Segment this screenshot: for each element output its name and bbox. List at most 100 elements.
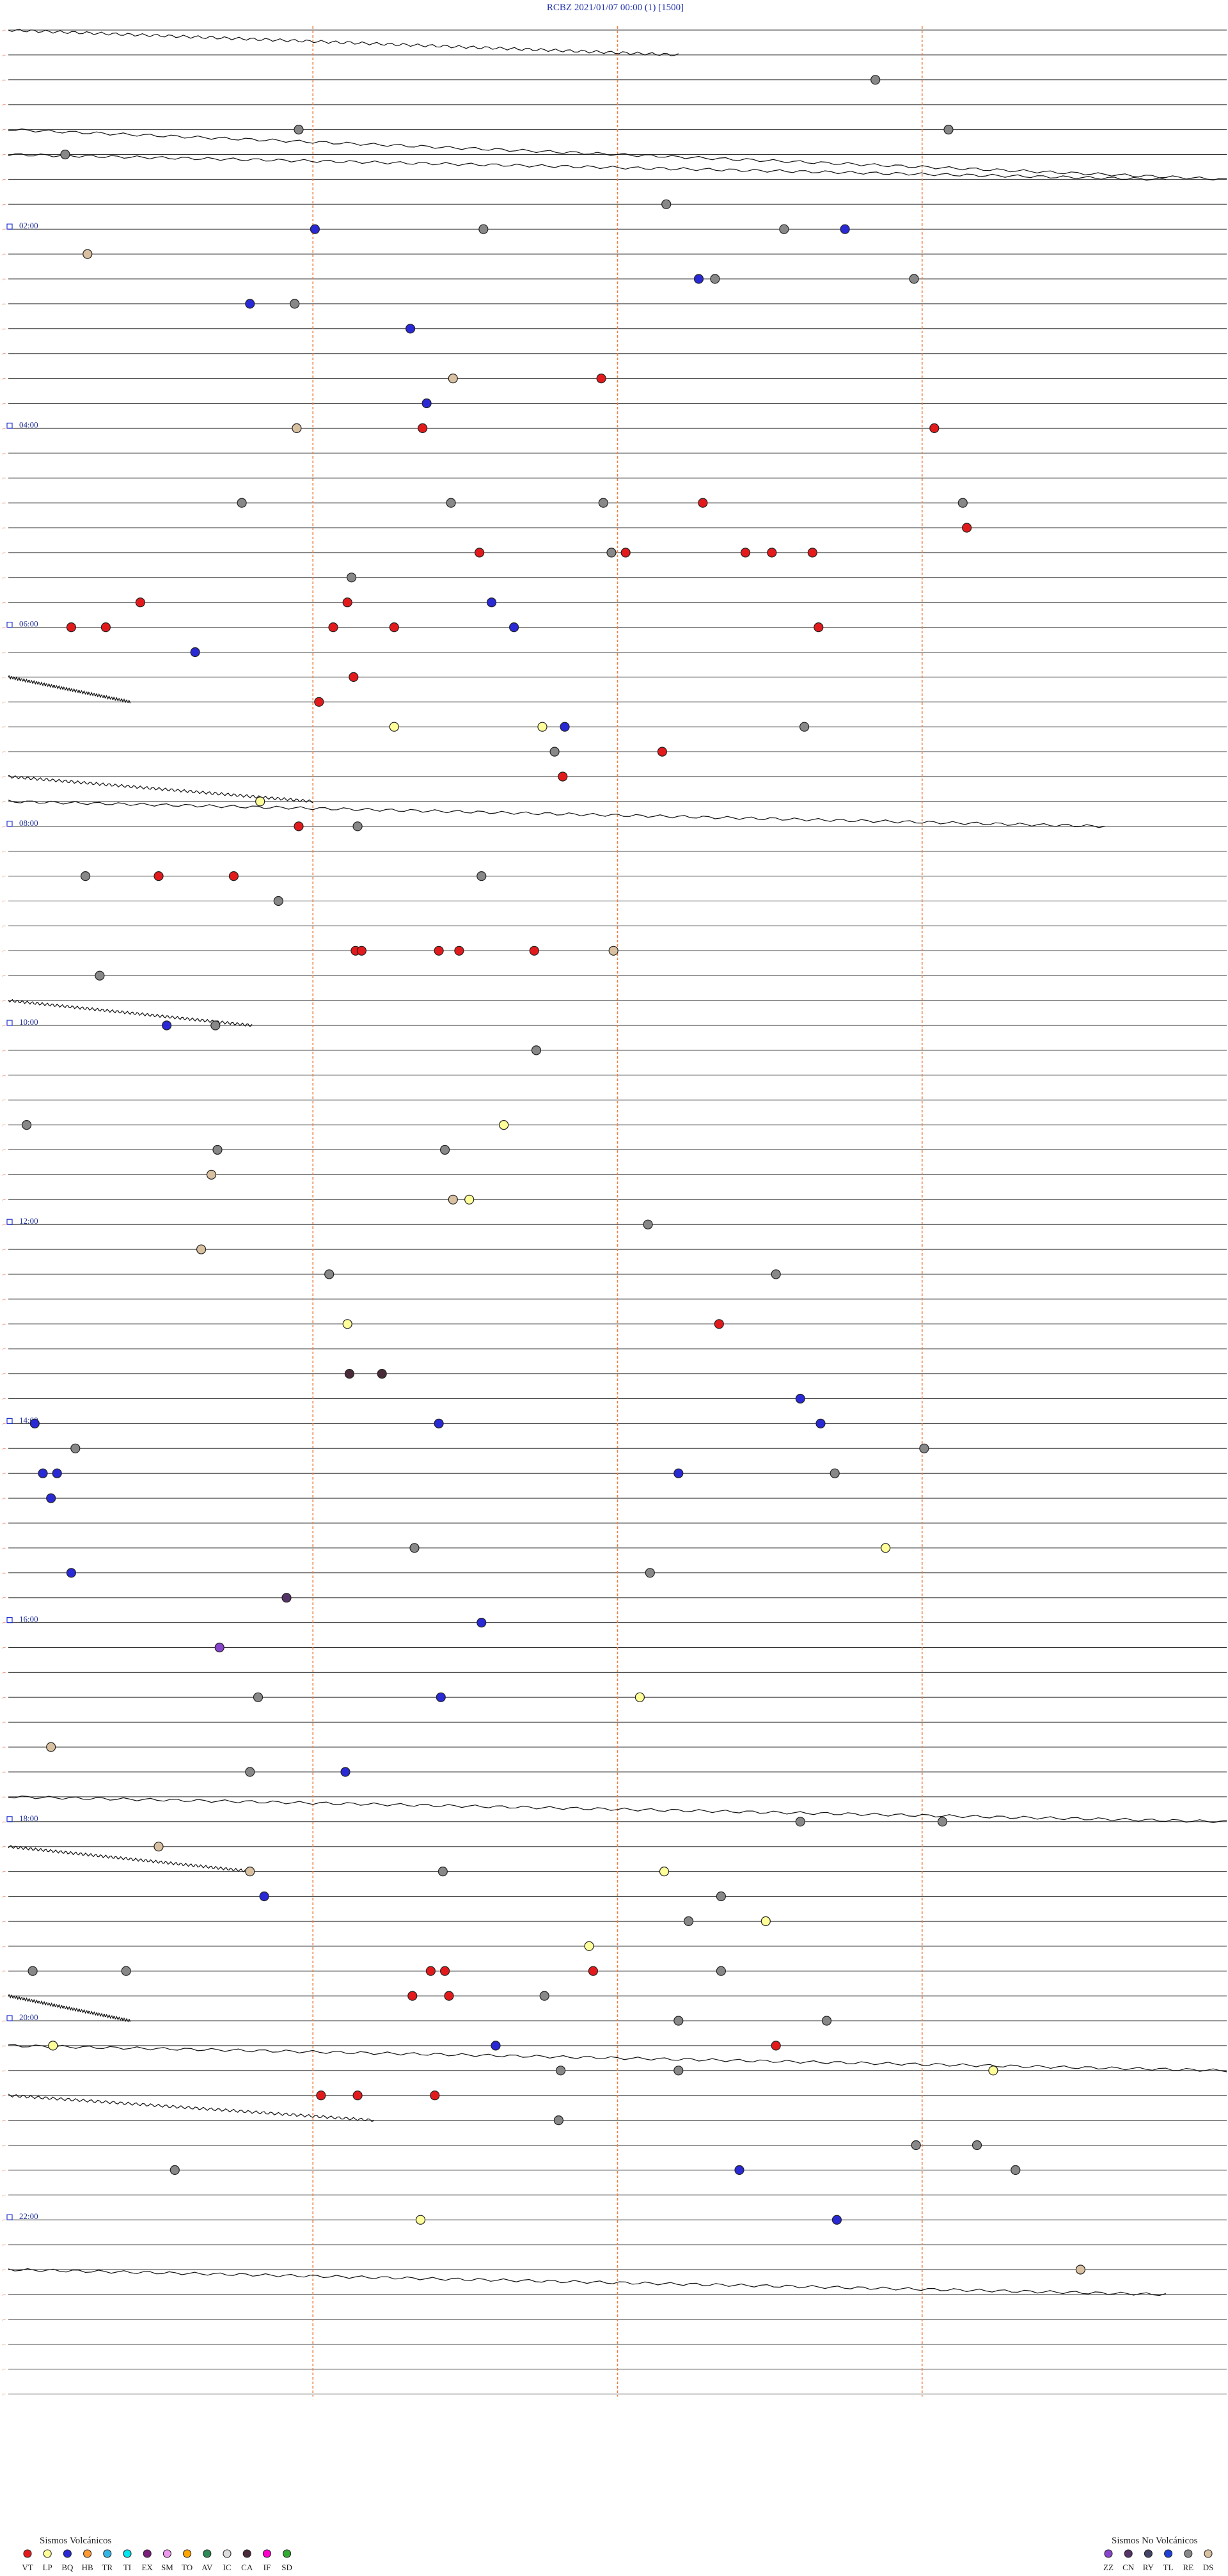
hour-label: 10:00	[19, 1017, 38, 1027]
row-tick: ⌐	[3, 1694, 6, 1700]
legend-swatch-if	[262, 2549, 271, 2558]
event-marker-re	[911, 2140, 921, 2151]
event-marker-vt	[349, 672, 359, 683]
row-tick: ⌐	[3, 226, 6, 232]
event-marker-vt	[294, 821, 304, 832]
row-tick: ⌐	[3, 201, 6, 207]
row-tick: ⌐	[3, 1221, 6, 1228]
legend-volcanic: Sismos Volcánicos VT LP BQ HB TR TI EX SM TO AV IC…	[22, 2536, 292, 2572]
row-tick: ⌐	[3, 375, 6, 382]
event-marker-re	[81, 871, 91, 881]
waveform-trace	[8, 775, 313, 803]
row-tick: ⌐	[3, 2391, 6, 2398]
hour-marker	[6, 223, 13, 230]
row-tick: ⌐	[3, 798, 6, 805]
event-marker-re	[909, 274, 919, 284]
hour-label: 12:00	[19, 1216, 38, 1226]
waveform-trace	[8, 800, 1105, 828]
event-marker-ds	[245, 1867, 255, 1877]
event-marker-vt	[814, 622, 824, 633]
event-marker-re	[957, 498, 968, 508]
row-tick: ⌐	[3, 276, 6, 282]
row-tick: ⌐	[3, 2043, 6, 2049]
event-marker-bq	[38, 1468, 48, 1478]
event-marker-lp	[634, 1692, 645, 1702]
legend-volcanic-title: Sismos Volcánicos	[40, 2536, 112, 2546]
event-marker-re	[212, 1144, 223, 1155]
event-marker-lp	[659, 1867, 670, 1877]
row-tick: ⌐	[3, 1147, 6, 1153]
event-marker-vt	[328, 622, 338, 633]
row-tick: ⌐	[3, 52, 6, 58]
legend-swatch-av	[203, 2549, 212, 2558]
event-marker-ds	[292, 423, 302, 434]
event-marker-re	[539, 1991, 549, 2001]
legend-label-cn: CN	[1122, 2563, 1135, 2572]
row-tick: ⌐	[3, 723, 6, 730]
hour-label: 02:00	[19, 221, 38, 230]
event-marker-bq	[29, 1418, 40, 1428]
event-marker-re	[439, 1144, 450, 1155]
event-marker-vt	[316, 2090, 326, 2101]
hour-marker	[6, 2015, 13, 2021]
row-tick: ⌐	[3, 1072, 6, 1079]
row-tick: ⌐	[3, 2341, 6, 2348]
event-marker-lp	[988, 2066, 998, 2076]
row-tick: ⌐	[3, 1396, 6, 1402]
row-tick: ⌐	[3, 2142, 6, 2149]
hour-label: 18:00	[19, 1813, 38, 1823]
event-marker-vt	[474, 548, 485, 558]
waveform-trace	[8, 2268, 1166, 2296]
event-marker-ca	[377, 1369, 387, 1379]
row-tick: ⌐	[3, 1470, 6, 1476]
event-marker-re	[779, 224, 789, 234]
event-marker-bq	[405, 324, 416, 334]
event-marker-re	[795, 1817, 805, 1827]
event-marker-lp	[584, 1941, 594, 1951]
hour-label: 20:00	[19, 2012, 38, 2022]
row-tick: ⌐	[3, 1595, 6, 1601]
row-tick: ⌐	[3, 624, 6, 631]
event-marker-vt	[444, 1991, 454, 2001]
event-marker-vt	[154, 871, 164, 881]
legend-swatch-ca	[242, 2549, 251, 2558]
waveform-trace	[8, 2044, 1227, 2073]
legend-non-volcanic-title: Sismos No Volcánicos	[1112, 2536, 1198, 2546]
row-tick: ⌐	[3, 1869, 6, 1875]
event-markers	[21, 75, 1086, 2275]
event-marker-re	[169, 2165, 180, 2175]
row-tick: ⌐	[3, 1321, 6, 1327]
event-marker-re	[121, 1966, 131, 1976]
event-marker-bq	[560, 722, 570, 732]
event-marker-vt	[767, 548, 777, 558]
event-marker-re	[673, 2016, 684, 2026]
event-marker-re	[661, 199, 672, 209]
event-marker-bq	[340, 1767, 350, 1777]
row-tick: ⌐	[3, 1570, 6, 1576]
event-marker-re	[245, 1767, 255, 1777]
row-tick: ⌐	[3, 326, 6, 332]
row-tick: ⌐	[3, 1420, 6, 1426]
event-marker-ca	[344, 1369, 355, 1379]
event-marker-lp	[537, 722, 547, 732]
event-marker-vt	[425, 1966, 436, 1976]
row-tick: ⌐	[3, 1744, 6, 1750]
event-marker-vt	[529, 945, 539, 956]
event-marker-re	[253, 1692, 264, 1702]
event-marker-re	[555, 2066, 566, 2076]
event-marker-lp	[389, 722, 399, 732]
event-marker-vt	[342, 597, 352, 608]
row-tick: ⌐	[3, 251, 6, 257]
waveform-trace	[8, 28, 679, 56]
row-tick: ⌐	[3, 1196, 6, 1203]
event-marker-re	[60, 149, 70, 160]
event-marker-vt	[439, 1966, 450, 1976]
row-tick: ⌐	[3, 400, 6, 407]
event-marker-re	[290, 299, 300, 309]
event-marker-re	[1011, 2165, 1021, 2175]
event-marker-re	[710, 274, 720, 284]
waveform-trace	[8, 1845, 253, 1873]
event-marker-re	[598, 498, 608, 508]
event-marker-vt	[596, 373, 606, 384]
